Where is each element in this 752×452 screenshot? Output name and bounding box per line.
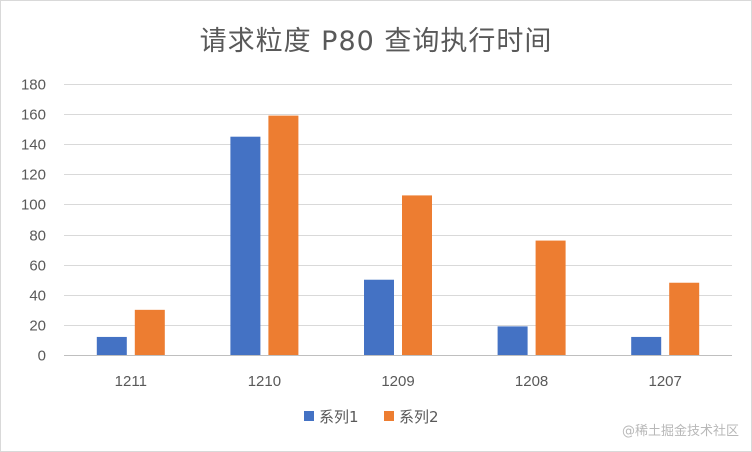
bar-1-1209 xyxy=(364,279,394,355)
legend-swatch xyxy=(304,411,314,421)
x-tick-label: 1208 xyxy=(515,373,548,390)
bar-1-1211 xyxy=(96,336,127,355)
bar-2-1210 xyxy=(268,115,299,355)
bar-1-1208 xyxy=(497,326,528,355)
y-tick-label: 20 xyxy=(29,318,46,335)
y-tick-label: 140 xyxy=(21,137,46,154)
x-tick-label: 1211 xyxy=(115,373,147,390)
bar-2-1209 xyxy=(402,195,432,355)
y-tick-label: 80 xyxy=(29,228,46,245)
y-tick-label: 160 xyxy=(21,107,46,124)
y-tick-label: 40 xyxy=(29,288,46,305)
chart-title: 请求粒度 P80 查询执行时间 xyxy=(199,26,553,57)
legend-label: 系列1 xyxy=(319,408,359,426)
legend-swatch xyxy=(384,411,394,421)
bar-1-1207 xyxy=(631,336,662,355)
x-tick-label: 1209 xyxy=(381,373,414,390)
bar-2-1211 xyxy=(134,309,165,355)
bar-2-1208 xyxy=(535,240,566,355)
x-tick-label: 1210 xyxy=(248,373,281,390)
watermark: @稀土掘金技术社区 xyxy=(621,424,739,439)
x-tick-label: 1207 xyxy=(649,373,682,390)
y-tick-label: 60 xyxy=(29,258,46,275)
legend-label: 系列2 xyxy=(399,408,439,426)
y-tick-label: 120 xyxy=(21,167,46,184)
bar-1-1210 xyxy=(230,136,261,355)
y-tick-label: 100 xyxy=(21,197,46,214)
bar-2-1207 xyxy=(669,282,700,355)
y-tick-label: 180 xyxy=(21,77,46,94)
y-tick-label: 0 xyxy=(38,348,46,365)
